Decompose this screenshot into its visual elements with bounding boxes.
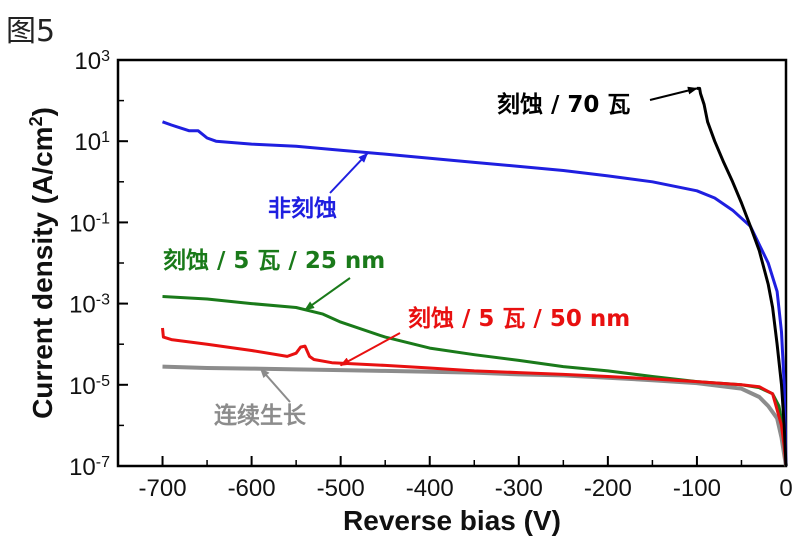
y-axis-title-end: )	[27, 107, 58, 116]
annotation-arrow	[649, 86, 698, 101]
x-tick-label: -500	[317, 475, 365, 502]
y-tick-label: 10-3	[69, 291, 110, 319]
x-axis-ticks: -700 -600 -500 -400 -300 -200 -100 0	[117, 456, 793, 502]
y-axis-title: Current density (A/cm2)	[26, 107, 58, 419]
y-tick-label: 101	[74, 129, 110, 157]
y-tick-label: 10-1	[69, 210, 110, 238]
annotation-label: 刻蚀 / 70 瓦	[497, 91, 630, 118]
annotation-label: 连续生长	[214, 402, 307, 429]
figure-label: 图5	[6, 14, 56, 49]
y-axis-title-main: Current density (A/cm	[27, 126, 58, 419]
annotation-label: 刻蚀 / 5 瓦 / 50 nm	[408, 305, 630, 332]
annotation-label: 非刻蚀	[268, 195, 337, 222]
x-tick-label: -300	[495, 475, 543, 502]
y-tick-label: 10-7	[69, 454, 110, 482]
x-tick-label: 0	[779, 475, 792, 502]
series-line-3	[161, 327, 788, 467]
x-axis-title: Reverse bias (V)	[343, 505, 561, 536]
series-line-1	[161, 120, 788, 467]
series-layer	[161, 86, 788, 467]
y-axis-title-sup: 2	[26, 116, 46, 126]
y-tick-label: 103	[74, 48, 110, 76]
annotation-arrow	[339, 332, 401, 367]
y-axis-ticks: 10-7 10-5 10-3 10-1 101 103	[69, 48, 128, 482]
series-line-0	[696, 86, 788, 467]
x-tick-label: -700	[139, 475, 187, 502]
annotation-arrow	[329, 152, 369, 194]
x-tick-label: -400	[406, 475, 454, 502]
x-tick-label: -600	[228, 475, 276, 502]
annotation-arrow	[304, 277, 351, 311]
y-tick-label: 10-5	[69, 372, 110, 400]
x-tick-label: -100	[673, 475, 721, 502]
x-tick-label: -200	[584, 475, 632, 502]
annotation-label: 刻蚀 / 5 瓦 / 25 nm	[163, 247, 385, 274]
annotation-arrow	[259, 367, 291, 403]
